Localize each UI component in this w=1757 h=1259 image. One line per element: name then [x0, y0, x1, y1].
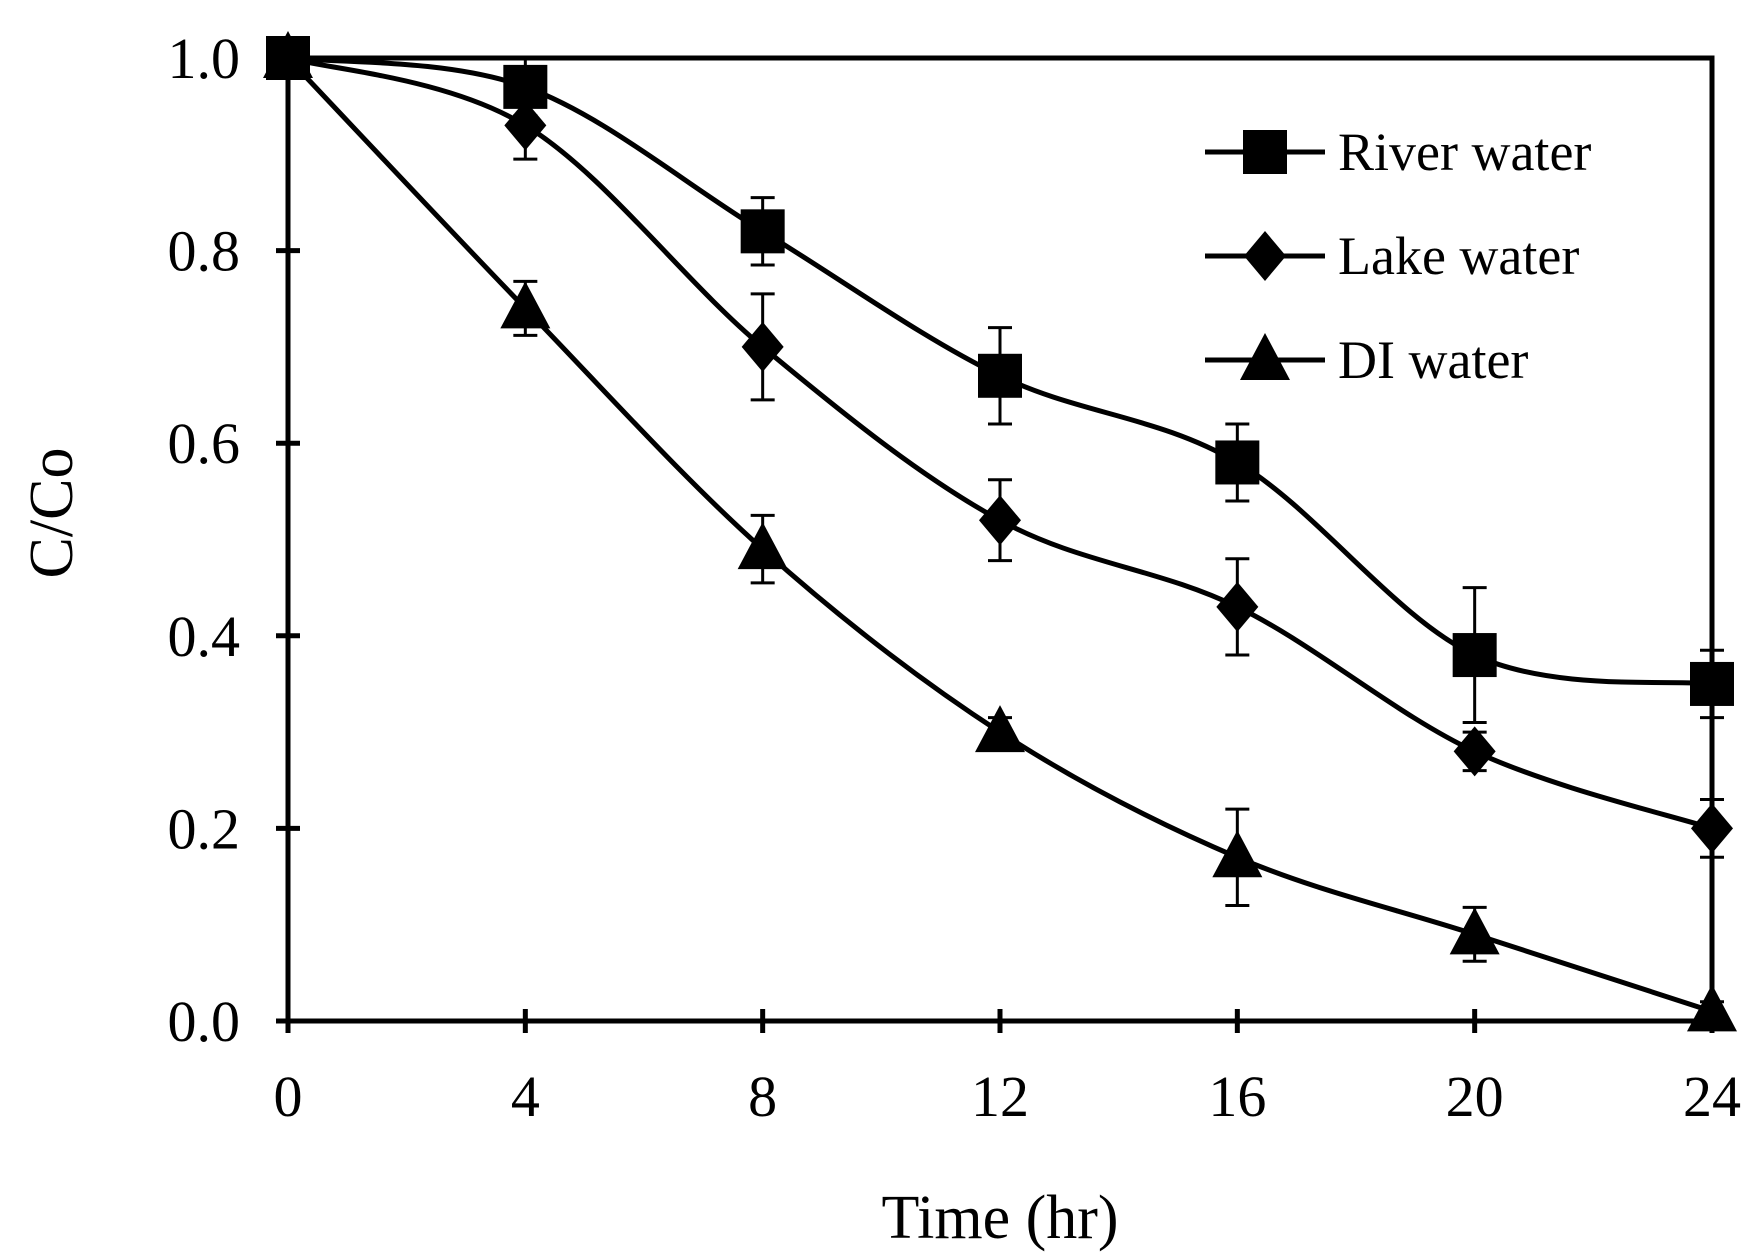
legend-marker-lake-water: [1244, 231, 1286, 281]
x-tick-label: 0: [274, 1064, 303, 1129]
data-point-lake-water: [979, 495, 1021, 546]
x-tick-label: 24: [1683, 1064, 1741, 1129]
x-tick-label: 20: [1446, 1064, 1504, 1129]
y-tick-label: 0.2: [168, 796, 241, 861]
data-point-di-water: [737, 522, 788, 570]
data-point-river-water: [1215, 440, 1260, 485]
data-point-lake-water: [504, 100, 547, 151]
data-point-di-water: [1687, 984, 1737, 1032]
legend-label-river-water: River water: [1338, 122, 1591, 182]
legend-label-lake-water: Lake water: [1338, 226, 1579, 286]
legend-marker-di-water: [1240, 333, 1290, 380]
y-tick-label: 0.0: [168, 989, 241, 1054]
data-point-river-water: [1690, 661, 1734, 706]
legend-label-di-water: DI water: [1338, 330, 1528, 390]
data-point-di-water: [500, 281, 551, 329]
y-tick-label: 1.0: [168, 26, 241, 91]
legend: River water Lake water DI water: [1205, 122, 1591, 390]
legend-marker-river-water: [1243, 130, 1287, 174]
data-point-di-water: [1212, 830, 1263, 878]
y-tick-label: 0.4: [168, 604, 241, 669]
y-tick-label: 0.6: [168, 411, 241, 476]
x-tick-label: 4: [511, 1064, 540, 1129]
x-tick-label: 16: [1208, 1064, 1266, 1129]
data-point-lake-water: [1453, 726, 1496, 777]
axes: 0 4 8 12 16 20 24 0.0 0.2 0.4 0.6 0.8 1.0: [168, 26, 1742, 1129]
data-point-river-water: [1452, 633, 1497, 678]
data-point-di-water: [1449, 907, 1500, 955]
data-point-river-water: [740, 209, 785, 254]
data-point-di-water: [263, 31, 313, 78]
y-axis-title: C/Co: [18, 448, 86, 579]
data-point-lake-water: [741, 321, 784, 372]
x-tick-label: 12: [971, 1064, 1029, 1129]
data-point-lake-water: [1691, 803, 1733, 854]
data-point-di-water: [975, 705, 1025, 753]
data-point-river-water: [978, 353, 1022, 398]
y-tick-label: 0.8: [168, 219, 241, 284]
x-axis-title: Time (hr): [881, 1184, 1118, 1252]
data-point-lake-water: [1216, 581, 1259, 632]
series-layer: [263, 31, 1737, 1032]
x-tick-label: 8: [748, 1064, 777, 1129]
